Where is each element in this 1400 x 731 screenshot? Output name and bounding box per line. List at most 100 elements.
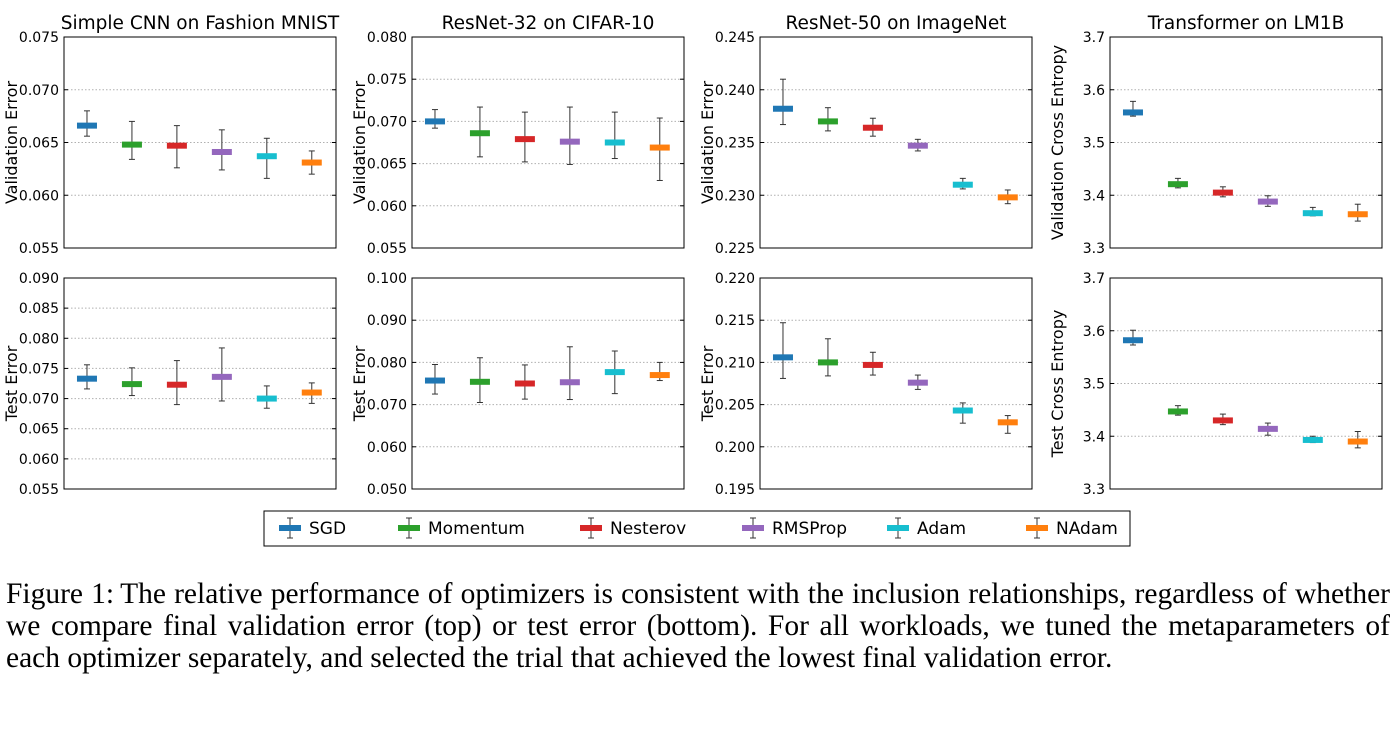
data-point-rmsprop (211, 129, 232, 171)
data-point-momentum (121, 367, 142, 397)
legend-label: Nesterov (610, 519, 686, 539)
data-point-nadam (649, 361, 670, 382)
data-point-momentum (121, 120, 142, 160)
data-point-momentum (1167, 405, 1188, 416)
value-marker (76, 375, 97, 382)
legend-item-sgd: SGD (279, 517, 346, 539)
y-axis-label: Validation Cross Entropy (1048, 45, 1067, 240)
chart-title: ResNet-50 on ImageNet (786, 13, 1007, 34)
y-tick-label: 0.080 (367, 355, 407, 371)
y-tick-label: 3.5 (1083, 377, 1105, 393)
y-tick-label: 0.060 (19, 188, 59, 204)
data-point-adam (1302, 435, 1323, 444)
legend-label: RMSProp (772, 519, 847, 539)
value-marker (559, 379, 580, 386)
y-tick-label: 0.070 (19, 83, 59, 99)
y-tick-label: 0.065 (19, 136, 59, 152)
value-marker (301, 389, 322, 396)
value-marker (424, 118, 445, 125)
data-point-adam (256, 385, 277, 409)
value-marker (952, 407, 973, 414)
y-axis-label: Validation Error (350, 81, 369, 205)
y-tick-label: 0.230 (715, 188, 755, 204)
value-marker (817, 359, 838, 366)
plot-frame (63, 36, 337, 249)
y-tick-label: 0.205 (715, 398, 755, 414)
data-point-adam (256, 137, 277, 179)
data-point-sgd (772, 78, 793, 126)
data-point-nesterov (862, 117, 883, 137)
legend-swatch (1026, 525, 1048, 531)
value-marker (952, 181, 973, 188)
y-tick-label: 0.200 (715, 440, 755, 456)
value-marker (301, 159, 322, 166)
y-tick-label: 0.075 (19, 30, 59, 46)
data-point-sgd (1122, 100, 1143, 117)
value-marker (256, 153, 277, 160)
data-point-momentum (817, 107, 838, 132)
y-tick-label: 0.090 (367, 313, 407, 329)
legend-item-nadam: NAdam (1026, 517, 1118, 539)
value-marker (907, 142, 928, 149)
chart-panel: 0.195 0.200 0.205 0.210 0.215 0.220 Test Error (698, 271, 1033, 498)
legend-swatch (742, 525, 764, 531)
data-point-momentum (469, 357, 490, 403)
y-axis-label: Test Error (698, 345, 717, 422)
data-point-nadam (301, 382, 322, 404)
plot-frame (1109, 36, 1383, 249)
data-point-momentum (817, 338, 838, 377)
chart-panel: 3.3 3.4 3.5 3.6 3.7 Test Cross Entropy (1048, 271, 1383, 498)
legend-swatch (279, 525, 301, 531)
y-tick-label: 0.075 (19, 361, 59, 377)
data-point-nesterov (1212, 186, 1233, 198)
y-tick-label: 0.080 (367, 30, 407, 46)
y-tick-label: 3.3 (1083, 482, 1105, 498)
data-point-sgd (772, 322, 793, 379)
y-axis-label: Validation Error (2, 81, 21, 205)
y-tick-label: 0.210 (715, 355, 755, 371)
data-point-sgd (1122, 329, 1143, 346)
data-point-nesterov (514, 111, 535, 163)
data-point-adam (604, 350, 625, 395)
data-point-nesterov (166, 360, 187, 406)
y-tick-label: 0.215 (715, 313, 755, 329)
y-tick-label: 0.090 (19, 271, 59, 287)
data-point-nadam (301, 150, 322, 175)
value-marker (1167, 408, 1188, 415)
legend-label: NAdam (1056, 519, 1118, 539)
y-tick-label: 0.085 (19, 301, 59, 317)
legend-label: Momentum (428, 519, 525, 539)
data-point-rmsprop (1257, 195, 1278, 207)
y-tick-label: 0.235 (715, 136, 755, 152)
y-tick-label: 0.055 (19, 241, 59, 257)
y-tick-label: 0.065 (367, 157, 407, 173)
value-marker (1122, 337, 1143, 344)
value-marker (1257, 425, 1278, 432)
data-point-nesterov (514, 364, 535, 400)
data-point-rmsprop (559, 346, 580, 401)
value-marker (997, 194, 1018, 201)
legend-item-momentum: Momentum (398, 517, 525, 539)
data-point-nadam (1347, 203, 1368, 222)
y-tick-label: 3.6 (1083, 83, 1105, 99)
y-tick-label: 0.195 (715, 482, 755, 498)
data-point-adam (1302, 206, 1323, 217)
data-point-rmsprop (907, 374, 928, 390)
data-point-nadam (997, 189, 1018, 205)
y-tick-label: 3.7 (1083, 271, 1105, 287)
value-marker (121, 141, 142, 148)
chart-panel: 0.050 0.060 0.070 0.080 0.090 0.100 Test Error (350, 271, 685, 498)
value-marker (211, 148, 232, 155)
data-point-nadam (997, 415, 1018, 434)
caption-text: The relative performance of optimizers i… (6, 578, 1390, 674)
chart-title: ResNet-32 on CIFAR-10 (442, 13, 655, 34)
data-point-nadam (1347, 431, 1368, 449)
value-marker (1302, 436, 1323, 443)
value-marker (514, 136, 535, 143)
value-marker (256, 395, 277, 402)
value-marker (1122, 109, 1143, 116)
y-axis-label: Validation Error (698, 81, 717, 205)
chart-panel: 0.055 0.060 0.065 0.070 0.075 0.080 ResNet-32 … (350, 13, 685, 257)
y-axis-label: Test Error (350, 345, 369, 422)
